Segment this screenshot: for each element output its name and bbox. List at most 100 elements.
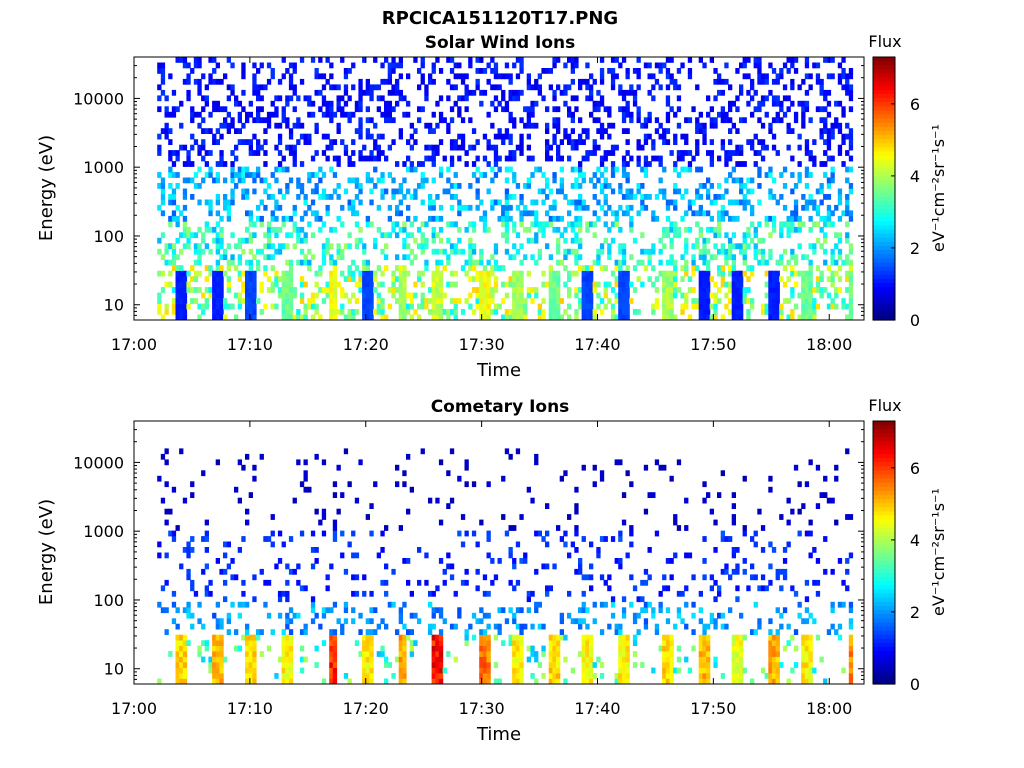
spectrogram-cell xyxy=(296,232,301,239)
spectrogram-cell xyxy=(157,84,162,91)
spectrogram-cell xyxy=(288,607,294,614)
spectrogram-cell xyxy=(486,678,491,685)
spectrogram-cell xyxy=(541,270,546,277)
spectrogram-cell xyxy=(596,248,601,255)
spectrogram-cell xyxy=(812,309,817,315)
spectrogram-cell xyxy=(713,78,718,85)
spectrogram-cell xyxy=(848,144,854,151)
spectrogram-cell xyxy=(493,303,499,310)
spectrogram-cell xyxy=(471,530,477,537)
spectrogram-cell xyxy=(662,276,667,282)
spectrogram-cell xyxy=(552,662,557,668)
spectrogram-cell xyxy=(804,204,810,211)
spectrogram-cell xyxy=(589,585,594,592)
spectrogram-cell xyxy=(837,265,843,271)
spectrogram-cell xyxy=(212,68,217,74)
spectrogram-cell xyxy=(845,232,850,239)
spectrogram-cell xyxy=(387,232,392,239)
spectrogram-cell xyxy=(373,287,378,293)
spectrogram-cell xyxy=(270,194,275,200)
spectrogram-cell xyxy=(848,106,854,113)
spectrogram-cell xyxy=(219,161,224,167)
spectrogram-cell xyxy=(760,303,766,310)
spectrogram-cell xyxy=(314,662,319,668)
spectrogram-cell xyxy=(826,89,832,96)
spectrogram-cell xyxy=(365,221,370,228)
colorbar-swatch xyxy=(873,237,895,243)
spectrogram-cell xyxy=(621,656,627,663)
spectrogram-cell xyxy=(596,292,601,299)
spectrogram-cell xyxy=(665,95,671,102)
spectrogram-cell xyxy=(523,623,528,630)
spectrogram-cell xyxy=(757,508,762,515)
spectrogram-cell xyxy=(771,194,777,200)
spectrogram-cell xyxy=(435,634,440,641)
spectrogram-cell xyxy=(512,226,517,233)
spectrogram-cell xyxy=(519,68,524,74)
spectrogram-cell xyxy=(468,303,473,310)
spectrogram-cell xyxy=(548,68,553,74)
spectrogram-cell xyxy=(347,199,352,206)
spectrogram-cell xyxy=(234,128,239,134)
spectrogram-cell xyxy=(277,656,283,663)
spectrogram-cell xyxy=(493,150,499,156)
spectrogram-cell xyxy=(632,95,638,102)
spectrogram-cell xyxy=(589,656,594,663)
spectrogram-cell xyxy=(468,292,473,299)
spectrogram-cell xyxy=(804,662,810,668)
spectrogram-cell xyxy=(303,303,308,310)
spectrogram-cell xyxy=(285,678,290,685)
spectrogram-cell xyxy=(274,226,279,233)
spectrogram-cell xyxy=(757,68,762,74)
spectrogram-cell xyxy=(790,254,795,261)
spectrogram-cell xyxy=(479,287,484,293)
spectrogram-cell xyxy=(808,459,813,466)
spectrogram-cell xyxy=(471,287,477,293)
spectrogram-cell xyxy=(625,292,630,299)
spectrogram-cell xyxy=(186,161,191,167)
spectrogram-cell xyxy=(493,678,499,685)
spectrogram-cell xyxy=(431,612,436,619)
spectrogram-cell xyxy=(438,459,444,466)
spectrogram-cell xyxy=(402,226,407,233)
spectrogram-cell xyxy=(548,309,553,315)
spectrogram-cell xyxy=(592,78,597,85)
spectrogram-cell xyxy=(387,62,392,69)
spectrogram-cell xyxy=(256,95,261,102)
spectrogram-cell xyxy=(285,188,290,195)
spectrogram-cell xyxy=(215,106,220,113)
spectrogram-cell xyxy=(369,590,374,597)
spectrogram-cell xyxy=(552,204,557,211)
spectrogram-cell xyxy=(179,270,184,277)
spectrogram-cell xyxy=(684,303,689,310)
spectrogram-cell xyxy=(757,237,762,244)
spectrogram-cell xyxy=(259,453,264,460)
spectrogram-cell xyxy=(717,298,722,304)
spectrogram-cell xyxy=(329,607,334,614)
spectrogram-cell xyxy=(219,215,224,222)
spectrogram-cell xyxy=(548,640,553,646)
spectrogram-cell xyxy=(753,541,758,548)
spectrogram-cell xyxy=(691,106,696,113)
spectrogram-cell xyxy=(545,139,550,145)
spectrogram-cell xyxy=(391,281,396,288)
spectrogram-cell xyxy=(486,111,491,118)
spectrogram-cell xyxy=(812,62,817,69)
spectrogram-cell xyxy=(826,183,832,189)
spectrogram-cell xyxy=(274,111,279,118)
spectrogram-cell xyxy=(175,237,180,244)
spectrogram-cell xyxy=(490,84,495,91)
spectrogram-cell xyxy=(384,314,389,321)
spectrogram-cell xyxy=(804,481,810,488)
spectrogram-cell xyxy=(340,139,345,145)
spectrogram-cell xyxy=(589,281,594,288)
spectrogram-cell xyxy=(384,254,389,261)
spectrogram-cell xyxy=(402,645,407,652)
solar-wind-x-label: Time xyxy=(476,360,521,381)
x-tick-label: 17:00 xyxy=(111,699,157,718)
spectrogram-cell xyxy=(830,607,835,614)
spectrogram-cell xyxy=(201,95,206,102)
spectrogram-cell xyxy=(775,100,780,107)
spectrogram-cell xyxy=(252,678,257,685)
spectrogram-cell xyxy=(160,287,166,293)
